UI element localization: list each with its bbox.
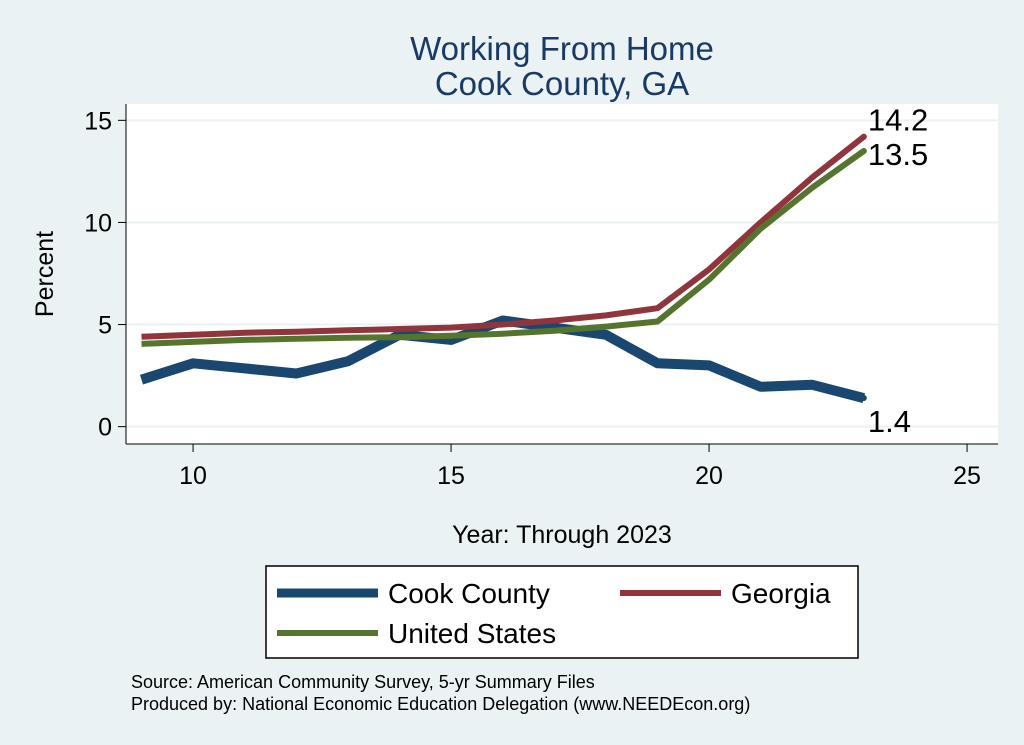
series-layer	[139, 134, 866, 403]
end-marker-cook-county	[860, 395, 867, 402]
x-tick-label: 20	[695, 462, 723, 490]
chart-title-line-2: Cook County, GA	[435, 65, 689, 102]
y-tick-label: 0	[98, 414, 112, 442]
legend-label-cook-county: Cook County	[388, 578, 550, 609]
x-tick-label: 25	[953, 462, 981, 490]
x-axis-title: Year: Through 2023	[452, 521, 672, 549]
y-tick-label: 5	[98, 312, 112, 340]
series-line-cook-county	[139, 315, 866, 403]
legend-label-united-states: United States	[388, 618, 556, 649]
chart-title-line-1: Working From Home	[410, 30, 714, 67]
series-line-georgia	[141, 134, 866, 340]
legend-box	[265, 565, 859, 659]
end-label-cook-county: 1.4	[868, 404, 911, 439]
end-marker-united-states	[860, 147, 867, 154]
end-label-united-states: 13.5	[868, 137, 928, 172]
y-axis-title: Percent	[31, 231, 59, 317]
y-tick-label: 15	[84, 107, 112, 135]
end-labels: 1.4 14.213.5	[860, 103, 928, 439]
end-marker-georgia	[860, 133, 867, 140]
y-tick-label: 10	[84, 209, 112, 237]
x-tick-label: 10	[179, 462, 207, 490]
axis-ticks: 0 5 10 15 10 15 20 25	[84, 107, 981, 490]
producer-note: Produced by: National Economic Education…	[131, 694, 750, 714]
x-tick-label: 15	[437, 462, 465, 490]
source-note: Source: American Community Survey, 5-yr …	[131, 672, 595, 692]
legend-label-georgia: Georgia	[731, 578, 831, 609]
end-label-georgia: 14.2	[868, 103, 928, 138]
series-line-united-states	[141, 148, 866, 347]
